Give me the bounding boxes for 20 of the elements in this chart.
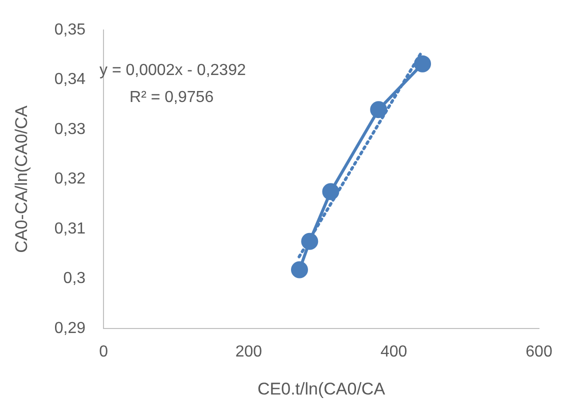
x-tick-label: 600 bbox=[526, 343, 552, 360]
y-tick-label: 0,3 bbox=[63, 270, 86, 288]
point bbox=[322, 183, 340, 200]
point bbox=[414, 55, 432, 72]
y-axis-title: CA0-CA/ln(CA0/CA bbox=[12, 104, 31, 253]
y-tick-label: 0,32 bbox=[54, 170, 86, 188]
point bbox=[291, 261, 308, 278]
y-tick-label: 0,29 bbox=[54, 320, 86, 337]
point bbox=[301, 232, 318, 250]
x-tick-label: 0 bbox=[99, 343, 108, 360]
x-tick-label: 400 bbox=[380, 343, 408, 360]
annotation: y = 0,0002x - 0,2392 bbox=[100, 62, 246, 79]
y-tick-label: 0,35 bbox=[54, 21, 86, 38]
x-axis-title: CE0.t/ln(CA0/CA bbox=[257, 379, 386, 398]
y-tick-label: 0,31 bbox=[54, 220, 86, 238]
x-tick-label: 200 bbox=[235, 343, 262, 360]
annotation: R² = 0,9756 bbox=[130, 88, 214, 106]
y-tick-label: 0,33 bbox=[54, 120, 86, 138]
y-tick-label: 0,34 bbox=[54, 71, 86, 88]
point bbox=[370, 101, 388, 118]
